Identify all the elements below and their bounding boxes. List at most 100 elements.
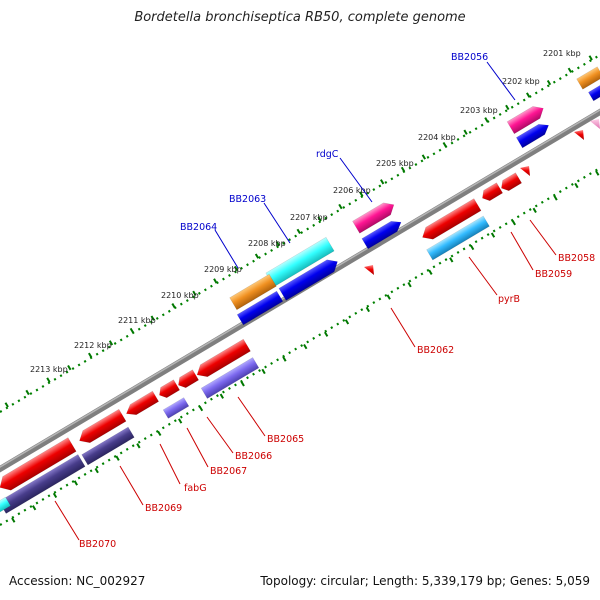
tick-label-2207: 2207 kbp [290, 213, 328, 222]
scale-tick-mark [282, 356, 287, 362]
gene-bb2062-region-shape[interactable] [419, 198, 482, 244]
scale-tick-mark [407, 282, 412, 288]
scale-tick-mark [254, 253, 260, 259]
scale-tick-mark [25, 389, 30, 396]
scale-tick-mark [157, 430, 162, 437]
scale-tick-mark [108, 340, 114, 346]
scale-tick-mark [94, 467, 99, 474]
scale-tick-mark [574, 182, 579, 189]
gene-bb2065b-shape[interactable] [200, 357, 260, 399]
scale-tick-mark [234, 265, 239, 272]
tick-label-2206: 2206 kbp [333, 186, 371, 195]
scale-tick-mark [546, 79, 552, 86]
gene-label-fabg[interactable]: fabG [184, 483, 207, 494]
gene-bb2058-shape[interactable] [498, 172, 523, 194]
scale-tick-mark [31, 505, 37, 511]
scale-tick-mark [380, 179, 385, 185]
tick-label-2212: 2212 kbp [74, 341, 112, 350]
gene-bb2064-shape[interactable] [229, 273, 277, 311]
scale-tick-mark [505, 104, 510, 111]
scale-tick-mark [275, 241, 281, 247]
gene-label-bb2067[interactable]: BB2067 [210, 466, 247, 477]
scale-tick-mark [365, 306, 370, 313]
gene-label-bb2056[interactable]: BB2056 [451, 52, 488, 63]
scale-tick-mark [67, 365, 72, 371]
gene-pyrb-shape[interactable] [426, 215, 490, 261]
gene-bb2067-shape[interactable] [156, 379, 181, 401]
tick-label-2211: 2211 kbp [118, 316, 156, 325]
map-title: Bordetella bronchiseptica RB50, complete… [134, 10, 466, 25]
gene-blue-2210-shape[interactable] [236, 290, 284, 326]
gene-small-red-marker-3[interactable] [574, 130, 584, 140]
gene-label-bb2065[interactable]: BB2065 [267, 434, 304, 445]
gene-rdgc-shape[interactable] [352, 199, 398, 234]
scale-tick-mark [421, 154, 427, 160]
genes-layer [0, 66, 600, 514]
gene-blue-2201-shape[interactable] [588, 84, 600, 102]
scale-tick-mark [526, 92, 531, 98]
gene-label-bb2070[interactable]: BB2070 [79, 539, 116, 550]
gene-blue-2206-shape[interactable] [361, 217, 404, 250]
tick-label-2203: 2203 kbp [460, 106, 498, 115]
scale-tick-mark [240, 381, 245, 387]
scale-tick-mark [386, 294, 391, 300]
gene-label-pyrb[interactable]: pyrB [498, 294, 520, 305]
scale-tick-mark [192, 290, 197, 296]
scale-tick-mark [338, 203, 343, 210]
scale-tick-mark [73, 480, 78, 486]
gene-label-bb2059[interactable]: BB2059 [535, 269, 572, 280]
gene-label-bb2058[interactable]: BB2058 [558, 253, 595, 264]
gene-label-bb2066[interactable]: BB2066 [235, 451, 272, 462]
scale-tick-mark [115, 455, 120, 461]
tick-label-2208: 2208 kbp [248, 239, 286, 248]
gene-small-red-marker[interactable] [364, 265, 374, 275]
gene-bb2069b-shape[interactable] [81, 426, 135, 466]
gene-label-bb2062[interactable]: BB2062 [417, 345, 454, 356]
tick-label-2210: 2210 kbp [161, 291, 199, 300]
scale-tick-mark [449, 257, 454, 263]
gene-blue-2202-shape[interactable] [515, 120, 551, 149]
genome-info-text: Topology: circular; Length: 5,339,179 bp… [260, 574, 590, 588]
gene-fabg-shape[interactable] [162, 397, 190, 419]
scale-tick-mark [303, 343, 308, 350]
scale-tick-mark [359, 191, 364, 197]
scale-tick-mark [317, 216, 322, 222]
scale-line-outer [0, 54, 600, 413]
gene-bb2056-shape[interactable] [506, 102, 547, 135]
scale-tick-mark [198, 405, 204, 412]
scale-tick-mark [442, 141, 447, 148]
tick-label-2213: 2213 kbp [30, 365, 68, 374]
tick-label-2205: 2205 kbp [376, 159, 414, 168]
scale-tick-mark [469, 244, 475, 251]
gene-label-bb2063[interactable]: BB2063 [229, 194, 266, 205]
scale-tick-mark [88, 352, 93, 358]
gene-bb2066-shape[interactable] [175, 369, 200, 391]
gene-orange-2201-shape[interactable] [576, 66, 600, 90]
gene-label-bb2069[interactable]: BB2069 [145, 503, 182, 514]
scale-tick-mark [171, 303, 176, 309]
scale-tick-mark [344, 319, 350, 325]
scale-tick-mark [129, 327, 135, 334]
scale-tick-mark [296, 228, 301, 235]
tick-label-2209: 2209 kbp [204, 265, 242, 274]
gene-labels: BB2056 rdgC BB2063 BB2064 BB2058 BB2059 … [79, 52, 595, 550]
accession-text: Accession: NC_002927 [9, 574, 146, 588]
gene-cyan-edge-shape[interactable] [0, 496, 11, 514]
gene-bb2059-shape[interactable] [479, 182, 504, 204]
gene-small-pink-marker[interactable] [590, 119, 600, 129]
gene-bb2065-shape[interactable] [193, 338, 251, 381]
scale-tick-mark [219, 393, 224, 399]
gene-fabg-red-shape[interactable] [123, 390, 160, 419]
gene-bb2070-shape[interactable] [0, 437, 77, 495]
scale-tick-mark [213, 278, 218, 284]
tick-label-2204: 2204 kbp [418, 133, 456, 142]
scale-tick-mark [428, 269, 433, 275]
gene-small-red-marker-2[interactable] [520, 166, 530, 176]
gene-bb2069-shape[interactable] [76, 408, 127, 447]
scale-line-inner [0, 167, 600, 526]
gene-label-bb2064[interactable]: BB2064 [180, 222, 217, 233]
gene-blue-2208-shape[interactable] [278, 256, 341, 301]
gene-label-rdgc[interactable]: rdgC [316, 149, 339, 160]
